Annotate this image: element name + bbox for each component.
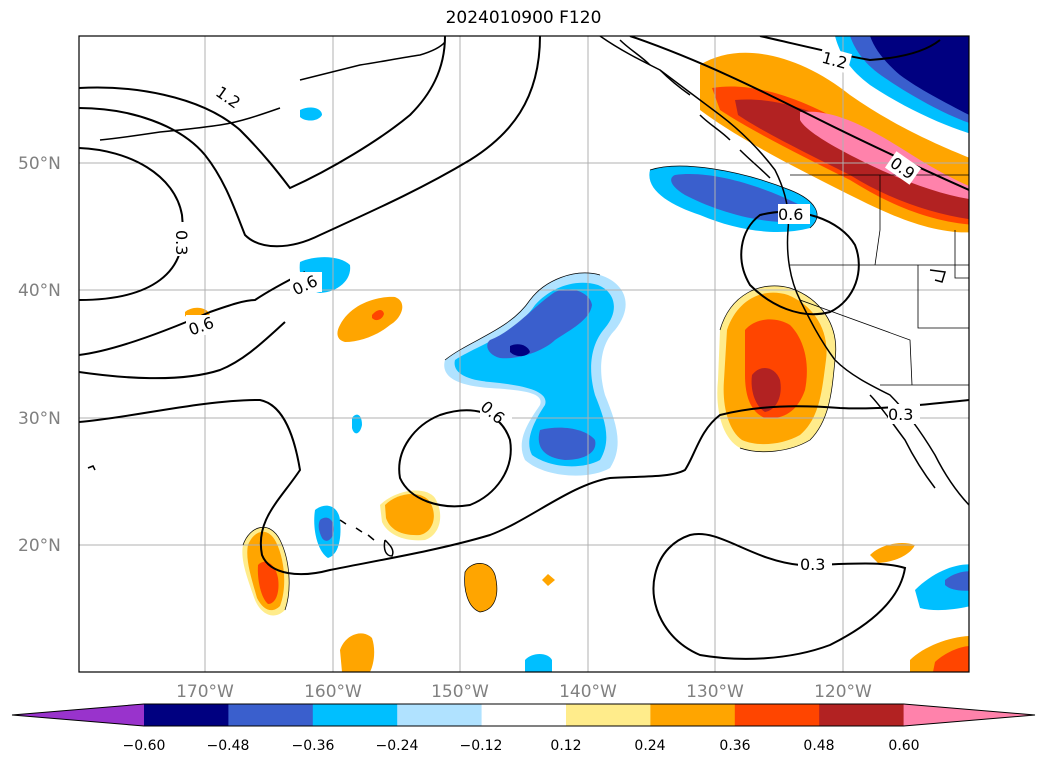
- colorbar-outline: [11, 703, 1036, 727]
- colorbar-tick-label: −0.60: [123, 738, 166, 754]
- positive-anomaly-ne-core: [735, 99, 969, 220]
- contour-label: 0.3: [172, 230, 191, 255]
- colorbar-tick-label: 0.12: [550, 738, 581, 754]
- negative-anomaly-gulf-core: [671, 174, 804, 222]
- lon-label: 120°W: [814, 682, 872, 702]
- colorbar-segment: [734, 704, 820, 726]
- longitude-labels: 170°W 160°W 150°W 140°W 130°W 120°W: [176, 682, 872, 702]
- positive-anomaly-small-5: [340, 633, 375, 672]
- colorbar-segment: [481, 704, 567, 726]
- lon-label: 170°W: [176, 682, 234, 702]
- colorbar-extend-high: [903, 704, 1035, 726]
- negative-anomaly-small-2-core: [318, 517, 334, 541]
- latitude-labels: 50°N 40°N 30°N 20°N: [18, 154, 61, 556]
- colorbar-tick-labels: −0.60 −0.48 −0.36 −0.24 −0.12 0.12 0.24 …: [123, 738, 920, 754]
- positive-anomaly-ne-peak: [800, 111, 969, 200]
- positive-anomaly-small-9: [542, 574, 555, 586]
- lat-label: 40°N: [18, 281, 61, 301]
- negative-anomaly-central-2: [454, 282, 614, 467]
- colorbar-tick-label: 0.24: [634, 738, 665, 754]
- colorbar-tick-label: −0.24: [376, 738, 419, 754]
- positive-anomaly-small-2-core: [385, 494, 434, 536]
- contour-label: 0.3: [888, 405, 913, 424]
- negative-anomaly-central-4: [538, 427, 596, 460]
- colorbar-tick-label: 0.36: [719, 738, 750, 754]
- map-frame: [78, 35, 970, 673]
- positive-anomaly-small-8-core: [933, 646, 969, 672]
- colorbar: [11, 703, 1036, 727]
- colorbar-tick-label: 0.60: [888, 738, 919, 754]
- negative-anomaly-small-3: [300, 107, 322, 121]
- contour-label: 0.3: [800, 555, 825, 574]
- lon-label: 140°W: [559, 682, 617, 702]
- lat-label: 30°N: [18, 409, 61, 429]
- positive-anomaly-small-3-core: [257, 561, 279, 604]
- colorbar-tick-label: −0.12: [460, 738, 503, 754]
- negative-anomaly-central-3: [487, 289, 592, 359]
- filled-anomaly-layer: [185, 36, 969, 672]
- negative-anomaly-small-6: [525, 654, 552, 672]
- lon-label: 130°W: [686, 682, 744, 702]
- positive-anomaly-small-1-core: [372, 309, 384, 321]
- contour-label-group: 1.2 0.3 0.6 0.6 0.6 0.6 0.3 0.3 0.9 1.2: [172, 46, 922, 574]
- colorbar-segment: [144, 704, 229, 726]
- contour-label: 0.6: [778, 205, 803, 224]
- negative-anomaly-small-4: [352, 414, 362, 434]
- colorbar-segment: [650, 704, 736, 726]
- lon-label: 160°W: [304, 682, 362, 702]
- positive-anomaly-east-core: [751, 367, 781, 412]
- map-title: 2024010900 F120: [445, 8, 602, 28]
- colorbar-extend-low: [12, 704, 144, 726]
- borders: [790, 174, 969, 386]
- colorbar-tick-label: −0.36: [292, 738, 335, 754]
- anomaly-outlines: [242, 165, 837, 613]
- colorbar-tick-label: −0.48: [207, 738, 250, 754]
- colorbar-tick-label: 0.48: [803, 738, 834, 754]
- lat-label: 50°N: [18, 154, 61, 174]
- negative-anomaly-central-core: [510, 344, 530, 357]
- colorbar-segment: [397, 704, 483, 726]
- colorbar-segment: [819, 704, 905, 726]
- positive-anomaly-small-7: [870, 543, 915, 563]
- colorbar-segment: [312, 704, 398, 726]
- negative-anomaly-small-5-core: [945, 571, 969, 591]
- contour-lines: [79, 36, 969, 660]
- lon-label: 150°W: [431, 682, 489, 702]
- positive-anomaly-small-4: [464, 563, 497, 612]
- negative-anomaly-ne-core: [870, 36, 969, 115]
- positive-anomaly-small-1: [337, 296, 403, 342]
- graticule: [79, 36, 969, 672]
- colorbar-segment: [566, 704, 651, 726]
- colorbar-segment: [228, 704, 314, 726]
- lat-label: 20°N: [18, 536, 61, 556]
